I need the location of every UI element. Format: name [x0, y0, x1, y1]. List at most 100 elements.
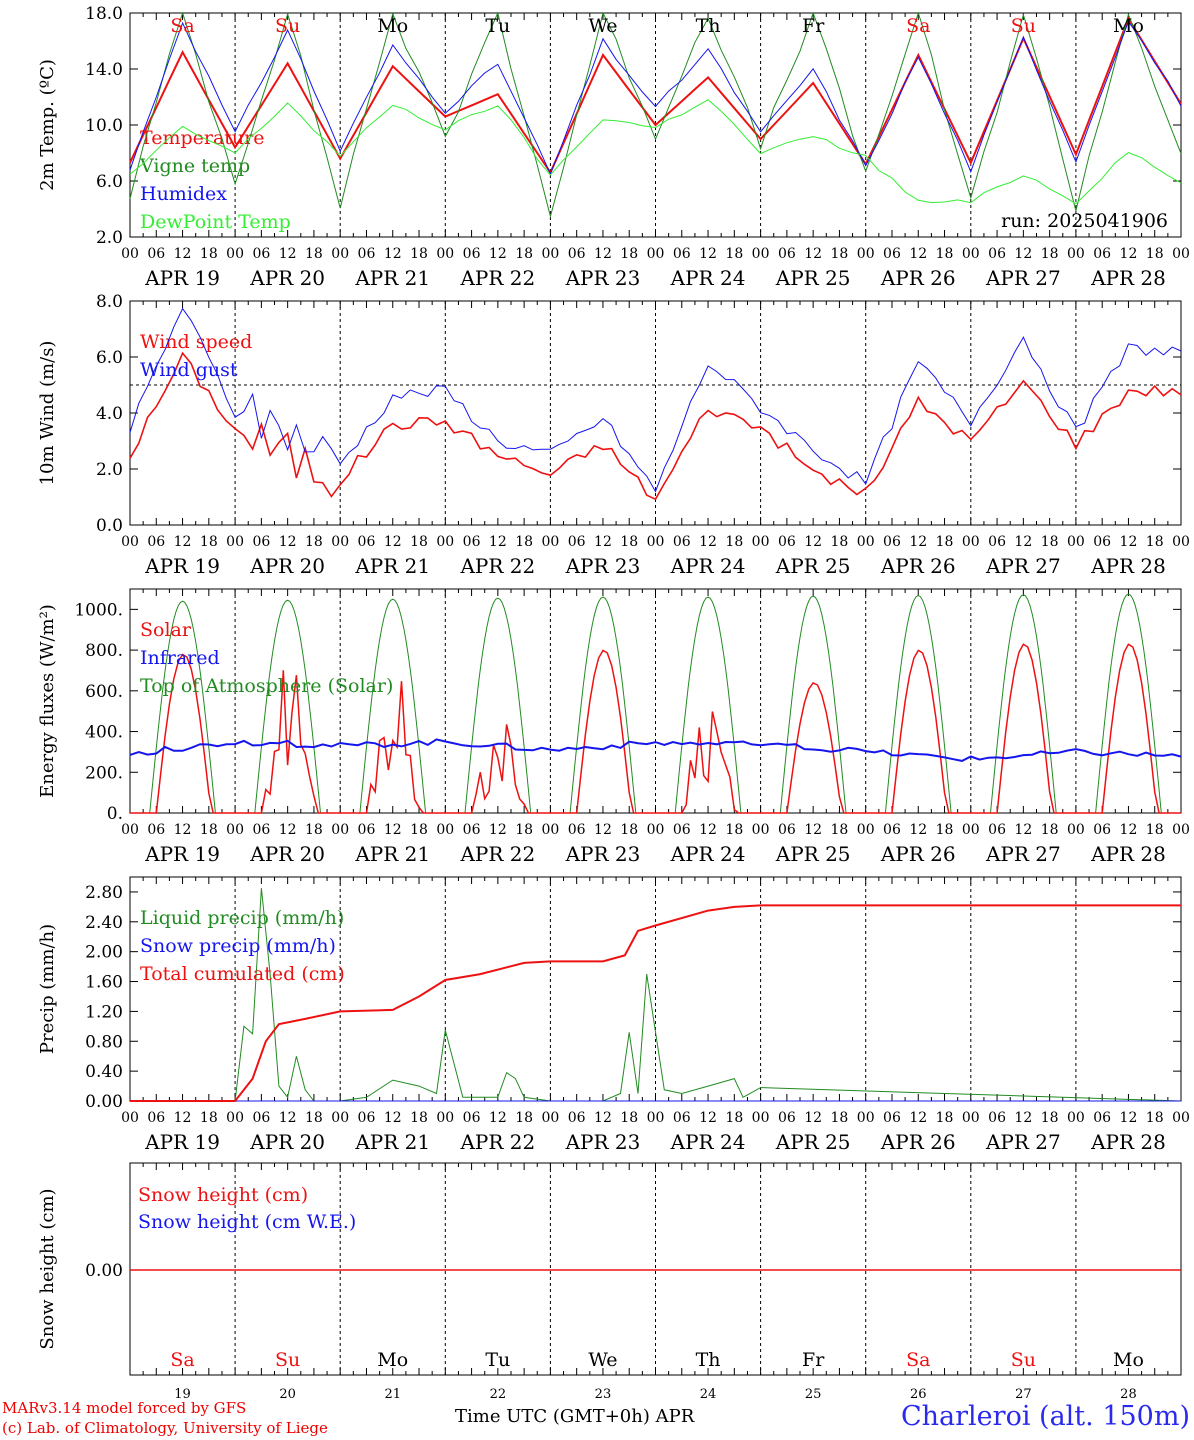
temp-series-line: [129, 20, 1182, 176]
y-tick-label: 18.0: [85, 4, 123, 24]
hour-label: 18: [305, 822, 323, 838]
legend-entry: Solar: [140, 619, 192, 641]
legend-entry: Top of Atmosphere (Solar): [140, 675, 393, 697]
y-tick-label: 4.0: [96, 404, 123, 424]
hour-label: 06: [778, 246, 796, 262]
hour-label: 12: [174, 822, 192, 838]
hour-label: 00: [1172, 246, 1190, 262]
hour-label: 18: [200, 246, 218, 262]
hour-label: 12: [699, 1110, 717, 1126]
hour-label: 00: [121, 246, 139, 262]
day-label: APR 28: [1090, 1130, 1166, 1154]
y-axis-title: Snow height (cm): [37, 1188, 58, 1349]
weekday-label: Su: [1011, 15, 1036, 37]
day-label: APR 19: [144, 842, 220, 866]
hour-label: 18: [936, 1110, 954, 1126]
hour-label: 00: [752, 246, 770, 262]
y-tick-label: 10.0: [85, 116, 123, 136]
day-label: APR 23: [565, 1130, 641, 1154]
hour-label: 00: [331, 1110, 349, 1126]
y-tick-label: 2.80: [85, 883, 123, 903]
day-label: APR 24: [670, 266, 746, 290]
hour-label: 18: [1146, 246, 1164, 262]
hour-label: 18: [1041, 534, 1059, 550]
day-label: APR 26: [880, 1130, 956, 1154]
day-label: APR 28: [1090, 554, 1166, 578]
hour-label: 18: [1041, 822, 1059, 838]
day-label: APR 21: [354, 554, 430, 578]
hour-label: 12: [1014, 534, 1032, 550]
hour-label: 12: [804, 1110, 822, 1126]
hour-label: 06: [1093, 534, 1111, 550]
hour-label: 06: [673, 534, 691, 550]
hour-label: 12: [384, 822, 402, 838]
hour-label: 18: [1041, 246, 1059, 262]
legend-entry: Temperature: [140, 127, 264, 149]
hour-label: 12: [699, 534, 717, 550]
y-tick-label: 6.0: [96, 172, 123, 192]
hour-label: 06: [1093, 246, 1111, 262]
day-label: APR 20: [249, 554, 325, 578]
hour-label: 06: [988, 246, 1006, 262]
day-number-label: 22: [490, 1387, 507, 1402]
hour-label: 18: [831, 1110, 849, 1126]
weekday-bottom-label: Mo: [377, 1349, 408, 1371]
hour-label: 18: [410, 1110, 428, 1126]
day-label: APR 19: [144, 266, 220, 290]
day-number-label: 24: [700, 1387, 717, 1402]
temp-series-line: [129, 99, 1182, 205]
day-label: APR 19: [144, 1130, 220, 1154]
y-tick-label: 1000.: [74, 600, 123, 620]
weekday-bottom-label: Fr: [802, 1349, 825, 1371]
day-label: APR 22: [459, 554, 535, 578]
hour-label: 18: [725, 534, 743, 550]
hour-label: 00: [121, 534, 139, 550]
hour-label: 00: [541, 1110, 559, 1126]
hour-label: 06: [463, 1110, 481, 1126]
hour-label: 12: [804, 822, 822, 838]
weekday-label: Sa: [906, 15, 930, 37]
hour-label: 00: [857, 1110, 875, 1126]
legend-entry: Wind gust: [140, 359, 238, 381]
lab-credit: (c) Lab. of Climatology, University of L…: [2, 1419, 328, 1437]
day-label: APR 25: [775, 266, 851, 290]
hour-label: 12: [174, 1110, 192, 1126]
hour-label: 00: [857, 246, 875, 262]
y-tick-label: 0.0: [96, 516, 123, 536]
solar-line: [130, 643, 1181, 814]
hour-label: 00: [331, 534, 349, 550]
day-label: APR 21: [354, 266, 430, 290]
hour-label: 12: [489, 534, 507, 550]
y-axis-title: Energy fluxes (W/m²): [37, 604, 58, 798]
day-label: APR 28: [1090, 266, 1166, 290]
hour-label: 00: [541, 534, 559, 550]
hour-label: 12: [594, 822, 612, 838]
y-tick-label: 2.0: [96, 460, 123, 480]
hour-label: 00: [647, 822, 665, 838]
hour-label: 18: [410, 822, 428, 838]
hour-label: 12: [909, 534, 927, 550]
hour-label: 06: [1093, 822, 1111, 838]
hour-label: 12: [1120, 1110, 1138, 1126]
legend-entry: Humidex: [140, 183, 227, 205]
hour-label: 00: [1067, 822, 1085, 838]
hour-label: 00: [962, 246, 980, 262]
model-credit: MARv3.14 model forced by GFS: [2, 1399, 247, 1417]
weekday-bottom-label: We: [588, 1349, 617, 1371]
hour-label: 12: [279, 822, 297, 838]
y-tick-label: 0.00: [85, 1261, 123, 1281]
y-tick-label: 2.0: [96, 228, 123, 248]
hour-label: 00: [752, 1110, 770, 1126]
day-label: APR 25: [775, 1130, 851, 1154]
hour-label: 00: [1067, 246, 1085, 262]
weekday-bottom-label: Sa: [170, 1349, 194, 1371]
weekday-bottom-label: Th: [696, 1349, 721, 1371]
hour-label: 12: [804, 246, 822, 262]
hour-label: 00: [1172, 1110, 1190, 1126]
day-label: APR 26: [880, 842, 956, 866]
hour-label: 18: [515, 822, 533, 838]
hour-label: 00: [226, 822, 244, 838]
day-label: APR 27: [985, 554, 1061, 578]
day-label: APR 24: [670, 842, 746, 866]
